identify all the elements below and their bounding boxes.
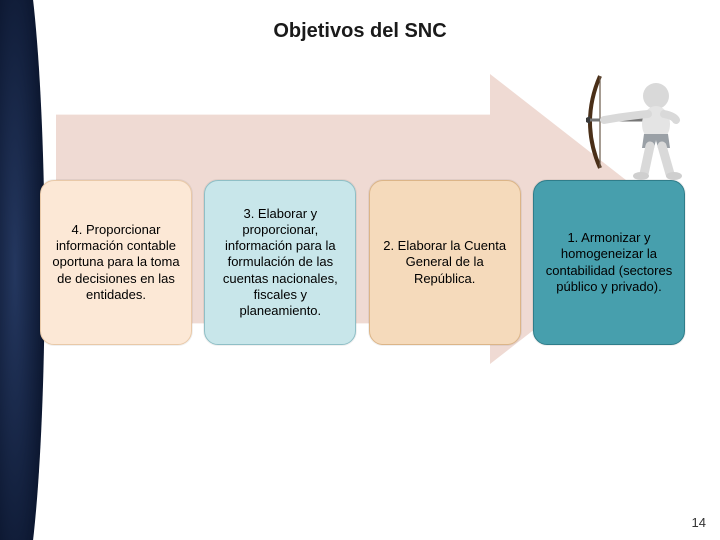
left-decorative-stripe: [0, 0, 45, 540]
objective-card-3-text: 3. Elaborar y proporcionar, información …: [211, 206, 349, 320]
objective-card-2: 2. Elaborar la Cuenta General de la Repú…: [369, 180, 521, 345]
objective-card-4: 4. Proporcionar información contable opo…: [40, 180, 192, 345]
objective-card-2-text: 2. Elaborar la Cuenta General de la Repú…: [376, 238, 514, 287]
objective-card-1: 1. Armonizar y homogeneizar la contabili…: [533, 180, 685, 345]
objective-cards-row: 4. Proporcionar información contable opo…: [40, 180, 685, 345]
objective-card-4-text: 4. Proporcionar información contable opo…: [47, 222, 185, 303]
objective-card-1-text: 1. Armonizar y homogeneizar la contabili…: [540, 230, 678, 295]
archer-icon: [586, 62, 686, 182]
slide-title: Objetivos del SNC: [0, 20, 720, 43]
objective-card-3: 3. Elaborar y proporcionar, información …: [204, 180, 356, 345]
page-number: 14: [692, 515, 706, 530]
